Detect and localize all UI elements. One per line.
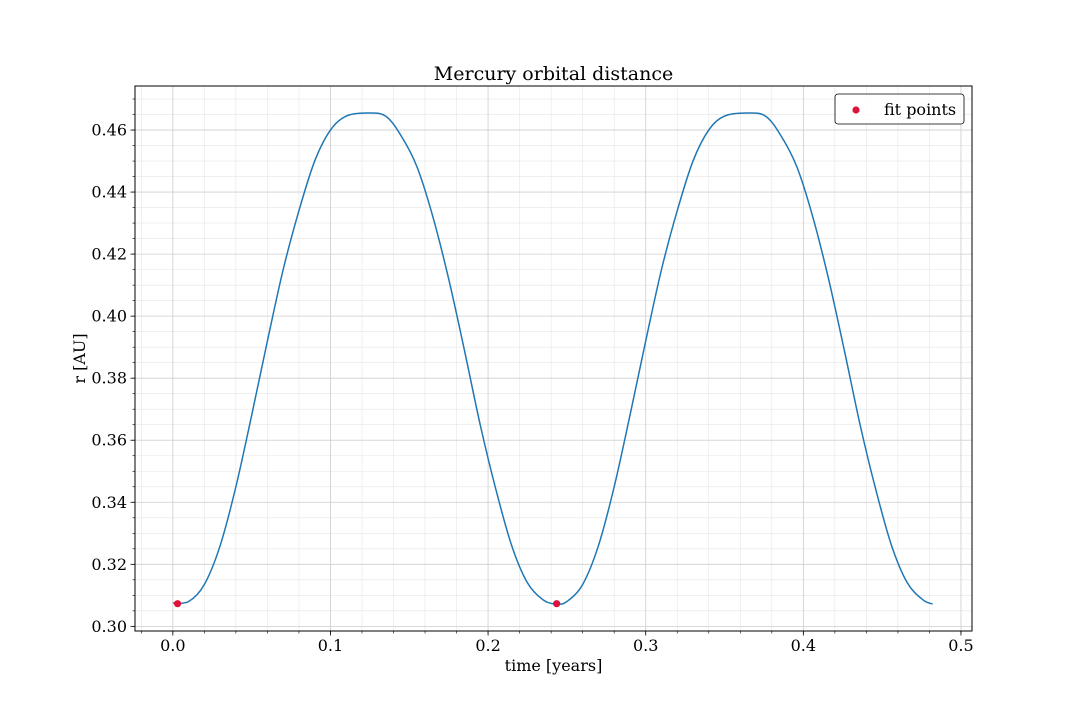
legend-box	[834, 93, 965, 125]
x-tick-label: 0.4	[791, 636, 816, 655]
y-tick-label: 0.38	[91, 369, 127, 388]
y-axis-label: r [AU]	[70, 333, 89, 383]
y-tick-label: 0.34	[91, 493, 127, 512]
x-tick-label: 0.5	[948, 636, 973, 655]
y-tick-label: 0.32	[91, 555, 127, 574]
fit-point	[173, 600, 182, 608]
fit-point	[553, 600, 561, 608]
x-tick-label: 0.2	[475, 636, 500, 655]
y-tick-label: 0.44	[91, 183, 127, 202]
y-tick-label: 0.42	[91, 245, 127, 264]
y-tick-label: 0.30	[91, 617, 127, 636]
axes-frame	[134, 85, 973, 632]
legend-label-fit-points: fit points	[884, 100, 956, 119]
axis-ticks: 0.0 0.1 0.2 0.3 0.4 0.5 0.30 0.32 0.34 0.36 0.38 0.…	[91, 98, 974, 655]
legend-marker	[852, 106, 860, 114]
x-tick-label: 0.1	[318, 636, 343, 655]
legend: fit points	[834, 93, 965, 125]
x-tick-label: 0.0	[160, 636, 185, 655]
major-grid	[135, 86, 972, 631]
chart-title: Mercury orbital distance	[434, 63, 673, 85]
y-tick-label: 0.40	[91, 307, 127, 326]
plot-area	[172, 112, 933, 608]
x-axis-label: time [years]	[505, 656, 603, 675]
y-tick-label: 0.46	[91, 121, 127, 140]
y-tick-label: 0.36	[91, 431, 127, 450]
x-tick-label: 0.3	[633, 636, 658, 655]
